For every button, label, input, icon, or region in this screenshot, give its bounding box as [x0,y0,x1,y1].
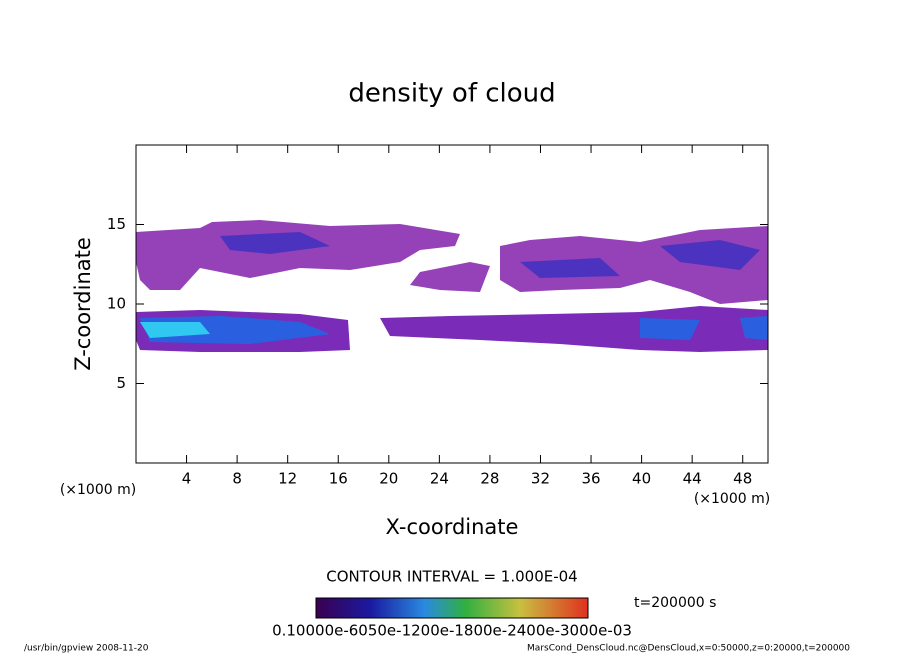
y-axis-label: Z-coordinate [71,237,95,371]
x-tick-label: 12 [278,470,297,488]
footer-right: MarsCond_DensCloud.nc@DensCloud,x=0:5000… [527,644,850,654]
x-tick-label: 24 [430,470,449,488]
plot-frame [135,144,769,464]
colorbar-labels: 0.10000e-6050e-1200e-1800e-2400e-3000e-0… [272,622,632,640]
x-tick-label: 40 [632,470,651,488]
footer-left: /usr/bin/gpview 2008-11-20 [24,644,149,654]
x-unit: (×1000 m) [60,482,136,498]
y-unit: (×1000 m) [694,491,770,507]
x-tick-label: 4 [182,470,192,488]
x-tick-label: 36 [581,470,600,488]
x-tick-label: 28 [480,470,499,488]
y-tick-label: 15 [107,215,126,233]
x-tick-label: 8 [232,470,242,488]
y-tick-label: 10 [107,295,126,313]
colorbar [315,597,589,619]
x-tick-label: 20 [379,470,398,488]
x-axis-label: X-coordinate [386,515,519,539]
y-tick-label: 5 [116,374,126,392]
cloud-shading [136,220,768,352]
x-tick-label: 44 [683,470,702,488]
x-tick-label: 48 [733,470,752,488]
contour-interval: CONTOUR INTERVAL = 1.000E-04 [326,568,577,586]
x-tick-label: 16 [329,470,348,488]
x-tick-label: 32 [531,470,550,488]
chart-title: density of cloud [348,79,555,109]
time-label: t=200000 s [634,595,716,611]
